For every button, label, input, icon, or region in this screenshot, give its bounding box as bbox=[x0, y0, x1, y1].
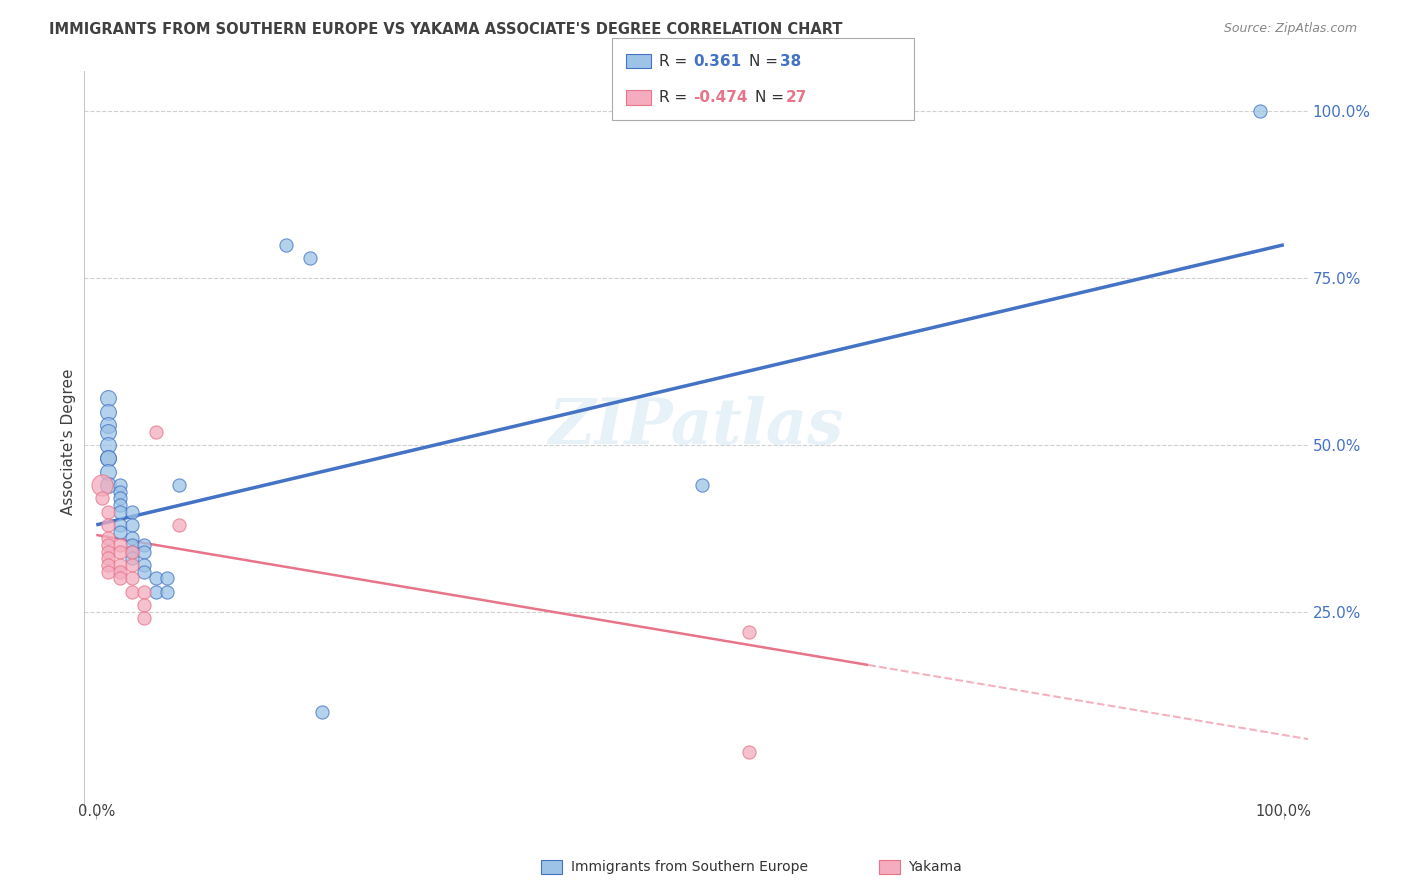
Point bbox=[156, 584, 179, 599]
Text: 0.361: 0.361 bbox=[693, 54, 741, 69]
Text: -0.474: -0.474 bbox=[693, 90, 748, 105]
Point bbox=[108, 544, 131, 558]
Point bbox=[91, 478, 114, 492]
Point bbox=[169, 478, 191, 492]
Text: Immigrants from Southern Europe: Immigrants from Southern Europe bbox=[571, 860, 808, 874]
Point bbox=[97, 465, 120, 479]
Point bbox=[121, 558, 143, 572]
Point bbox=[108, 558, 131, 572]
Point bbox=[97, 558, 120, 572]
Point bbox=[156, 571, 179, 585]
Point bbox=[145, 571, 167, 585]
Point bbox=[97, 451, 120, 466]
Point bbox=[738, 624, 761, 639]
Point bbox=[108, 484, 131, 499]
Point bbox=[132, 544, 155, 558]
Point bbox=[97, 538, 120, 552]
Point bbox=[108, 498, 131, 512]
Point bbox=[132, 558, 155, 572]
Text: 27: 27 bbox=[786, 90, 807, 105]
Point bbox=[121, 544, 143, 558]
Text: R =: R = bbox=[659, 54, 693, 69]
Point bbox=[97, 404, 120, 418]
Text: IMMIGRANTS FROM SOUTHERN EUROPE VS YAKAMA ASSOCIATE'S DEGREE CORRELATION CHART: IMMIGRANTS FROM SOUTHERN EUROPE VS YAKAM… bbox=[49, 22, 842, 37]
Point bbox=[108, 538, 131, 552]
Point bbox=[108, 491, 131, 506]
Point bbox=[121, 551, 143, 566]
Text: N =: N = bbox=[755, 90, 789, 105]
Point bbox=[132, 565, 155, 579]
Point bbox=[97, 565, 120, 579]
Text: Yakama: Yakama bbox=[908, 860, 962, 874]
Text: 38: 38 bbox=[780, 54, 801, 69]
Text: R =: R = bbox=[659, 90, 693, 105]
Point bbox=[169, 517, 191, 532]
Point bbox=[121, 505, 143, 519]
Point bbox=[132, 584, 155, 599]
Point bbox=[97, 391, 120, 405]
Point bbox=[145, 425, 167, 439]
Point bbox=[121, 538, 143, 552]
Point bbox=[121, 571, 143, 585]
Point bbox=[97, 531, 120, 545]
Point bbox=[108, 571, 131, 585]
Point bbox=[97, 417, 120, 432]
Point bbox=[311, 705, 333, 719]
Point bbox=[108, 517, 131, 532]
Point bbox=[121, 517, 143, 532]
Text: 100.0%: 100.0% bbox=[1256, 804, 1312, 819]
Point bbox=[97, 425, 120, 439]
Text: N =: N = bbox=[749, 54, 783, 69]
Point bbox=[97, 478, 120, 492]
Point bbox=[145, 584, 167, 599]
Point bbox=[298, 251, 321, 265]
Point bbox=[276, 237, 298, 252]
Y-axis label: Associate's Degree: Associate's Degree bbox=[60, 368, 76, 515]
Point bbox=[121, 544, 143, 558]
Point bbox=[132, 611, 155, 625]
Point bbox=[132, 598, 155, 612]
Point bbox=[108, 505, 131, 519]
Text: 0.0%: 0.0% bbox=[77, 804, 115, 819]
Point bbox=[108, 524, 131, 539]
Point bbox=[97, 451, 120, 466]
Point bbox=[1249, 104, 1271, 119]
Point bbox=[108, 478, 131, 492]
Point bbox=[108, 565, 131, 579]
Text: Source: ZipAtlas.com: Source: ZipAtlas.com bbox=[1223, 22, 1357, 36]
Point bbox=[97, 505, 120, 519]
Point bbox=[91, 491, 114, 506]
Point bbox=[738, 745, 761, 759]
Point bbox=[690, 478, 713, 492]
Point bbox=[121, 531, 143, 545]
Point bbox=[121, 584, 143, 599]
Text: ZIPatlas: ZIPatlas bbox=[548, 396, 844, 458]
Point bbox=[132, 538, 155, 552]
Point bbox=[97, 438, 120, 452]
Point bbox=[97, 551, 120, 566]
Point bbox=[97, 517, 120, 532]
Point bbox=[97, 544, 120, 558]
